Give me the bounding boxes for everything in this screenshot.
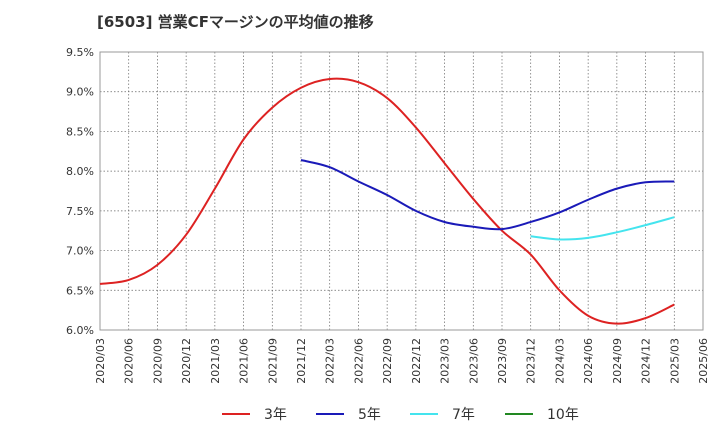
series-line-2	[530, 216, 675, 241]
y-tick-label: 8.5%	[66, 125, 94, 138]
y-tick-label: 6.5%	[66, 284, 94, 297]
x-tick-label: 2024/06	[582, 338, 595, 384]
x-tick-label: 2024/12	[640, 338, 653, 384]
x-tick-label: 2024/03	[553, 338, 566, 384]
x-tick-label: 2021/09	[266, 338, 279, 384]
y-tick-label: 9.5%	[66, 46, 94, 59]
x-tick-label: 2024/09	[611, 338, 624, 384]
y-tick-label: 7.0%	[66, 245, 94, 258]
x-tick-label: 2021/06	[238, 338, 251, 384]
series-line-1	[300, 159, 675, 231]
legend-label: 3年	[264, 407, 287, 423]
y-tick-label: 8.0%	[66, 165, 94, 178]
x-tick-label: 2022/09	[381, 338, 394, 384]
x-tick-label: 2025/06	[697, 338, 710, 384]
x-tick-label: 2022/03	[324, 338, 337, 384]
x-tick-label: 2023/06	[467, 338, 480, 384]
x-tick-label: 2020/12	[180, 338, 193, 384]
x-axis: 2020/03 2020/06 2020/09 2020/12 2021/03 2021/…	[94, 338, 710, 384]
plot-area	[99, 51, 704, 331]
y-tick-label: 7.5%	[66, 205, 94, 218]
legend: 3年 5年 7年 10年	[222, 407, 579, 423]
x-tick-label: 2022/12	[410, 338, 423, 384]
chart-title: [6503] 営業CFマージンの平均値の推移	[97, 13, 374, 31]
x-tick-label: 2023/09	[496, 338, 509, 384]
y-axis: 6.0% 6.5% 7.0% 7.5% 8.0% 8.5% 9.0% 9.5%	[66, 46, 94, 337]
x-tick-label: 2021/12	[295, 338, 308, 384]
grid	[100, 52, 703, 330]
legend-label: 7年	[452, 407, 475, 423]
y-tick-label: 9.0%	[66, 86, 94, 99]
series-line-0	[99, 77, 675, 325]
x-tick-label: 2023/12	[525, 338, 538, 384]
legend-label: 10年	[547, 407, 579, 423]
legend-label: 5年	[358, 407, 381, 423]
y-tick-label: 6.0%	[66, 324, 94, 337]
x-tick-label: 2020/09	[151, 338, 164, 384]
x-tick-label: 2025/03	[668, 338, 681, 384]
x-tick-label: 2022/06	[352, 338, 365, 384]
x-tick-label: 2021/03	[209, 338, 222, 384]
x-tick-label: 2020/06	[123, 338, 136, 384]
x-tick-label: 2020/03	[94, 338, 107, 384]
x-tick-label: 2023/03	[439, 338, 452, 384]
series-lines	[99, 77, 675, 325]
